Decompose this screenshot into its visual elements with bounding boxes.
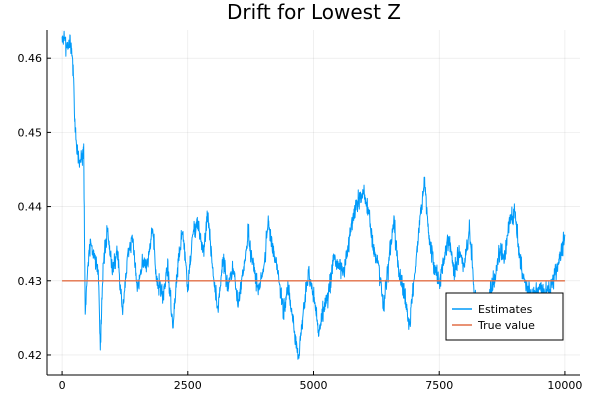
y-tick-label: 0.43 [18,275,43,288]
x-tick-label: 5000 [300,379,328,392]
y-tick-label: 0.44 [18,201,43,214]
chart-title: Drift for Lowest Z [227,0,401,24]
y-tick-label: 0.45 [18,126,43,139]
x-tick-label: 0 [59,379,66,392]
y-tick-label: 0.42 [18,349,43,362]
x-tick-label: 10000 [547,379,582,392]
y-tick-label: 0.46 [18,52,43,65]
legend-box [445,292,564,341]
ticks-layer: 0 2500 5000 7500 10000 0.42 0.43 0.44 0.45 0.46 [18,52,583,392]
legend: Estimates True value [445,292,564,341]
legend-label: Estimates [478,303,533,316]
x-tick-label: 2500 [174,379,202,392]
legend-label: True value [477,319,535,332]
x-tick-label: 7500 [425,379,453,392]
